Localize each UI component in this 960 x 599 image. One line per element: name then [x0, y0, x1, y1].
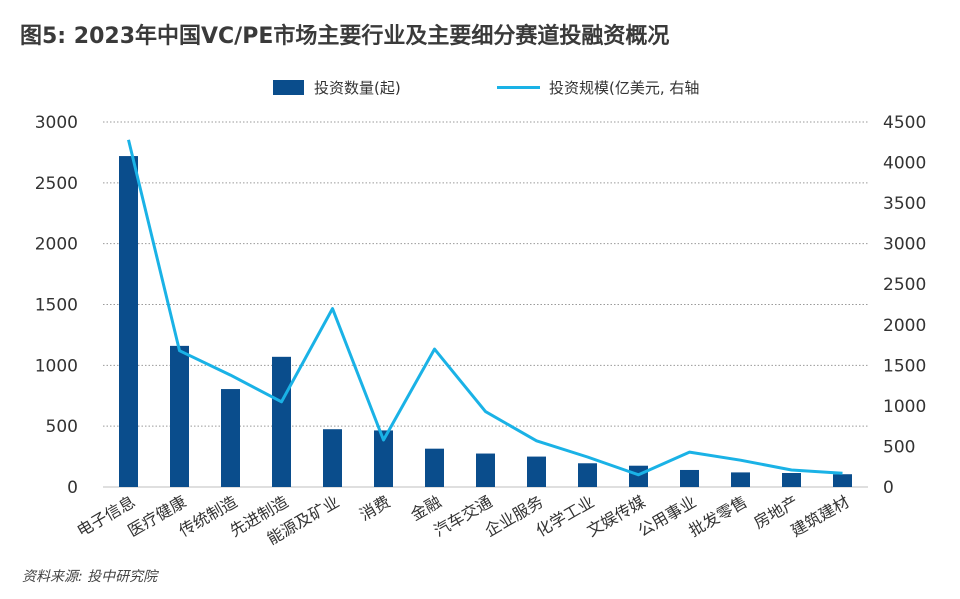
bar [629, 465, 648, 487]
source-note: 资料来源: 投中研究院 [22, 569, 158, 585]
bar [578, 463, 597, 487]
left-tick-label: 500 [46, 417, 78, 437]
bar [425, 448, 444, 487]
bar [680, 469, 699, 487]
bar-series [119, 156, 852, 488]
bar [476, 453, 495, 487]
bar [527, 456, 546, 487]
bar [119, 156, 138, 488]
legend-bar-swatch [273, 80, 304, 95]
bar [833, 474, 852, 487]
legend-line-label: 投资规模(亿美元, 右轴 [549, 79, 699, 97]
right-y-axis: 0 500 1000 1500 2000 2500 3000 3500 4000 4500 [883, 113, 926, 498]
left-tick-label: 2500 [35, 174, 78, 194]
left-tick-label: 3000 [35, 113, 78, 133]
left-y-axis: 0 500 1000 1500 2000 2500 3000 [35, 113, 78, 498]
right-tick-label: 0 [883, 478, 894, 498]
right-tick-label: 4000 [883, 154, 926, 174]
chart-title: 图5: 2023年中国VC/PE市场主要行业及主要细分赛道投融资概况 [20, 24, 670, 49]
bar [323, 429, 342, 487]
right-tick-label: 2000 [883, 316, 926, 336]
legend-bar-label: 投资数量(起) [314, 79, 401, 97]
right-tick-label: 1500 [883, 356, 926, 376]
right-tick-label: 4500 [883, 113, 926, 133]
bar [731, 472, 750, 487]
bar [782, 473, 801, 487]
category-label: 消费 [356, 492, 393, 524]
line-path [127, 139, 843, 477]
right-tick-label: 1000 [883, 397, 926, 417]
right-tick-label: 2500 [883, 275, 926, 295]
bar [374, 430, 393, 487]
left-tick-label: 0 [67, 478, 78, 498]
bar [170, 345, 189, 487]
category-label: 建筑建材 [788, 492, 853, 540]
right-tick-label: 500 [883, 437, 915, 457]
bar [221, 389, 240, 487]
right-tick-label: 3000 [883, 235, 926, 255]
right-tick-label: 3500 [883, 194, 926, 214]
legend: 投资数量(起) 投资规模(亿美元, 右轴 [273, 79, 699, 97]
bar [272, 356, 291, 487]
line-series [127, 139, 843, 477]
left-tick-label: 1500 [35, 296, 78, 316]
grid-lines [103, 121, 868, 488]
category-label: 批发零售 [686, 492, 751, 540]
left-tick-label: 2000 [35, 235, 78, 255]
left-tick-label: 1000 [35, 356, 78, 376]
